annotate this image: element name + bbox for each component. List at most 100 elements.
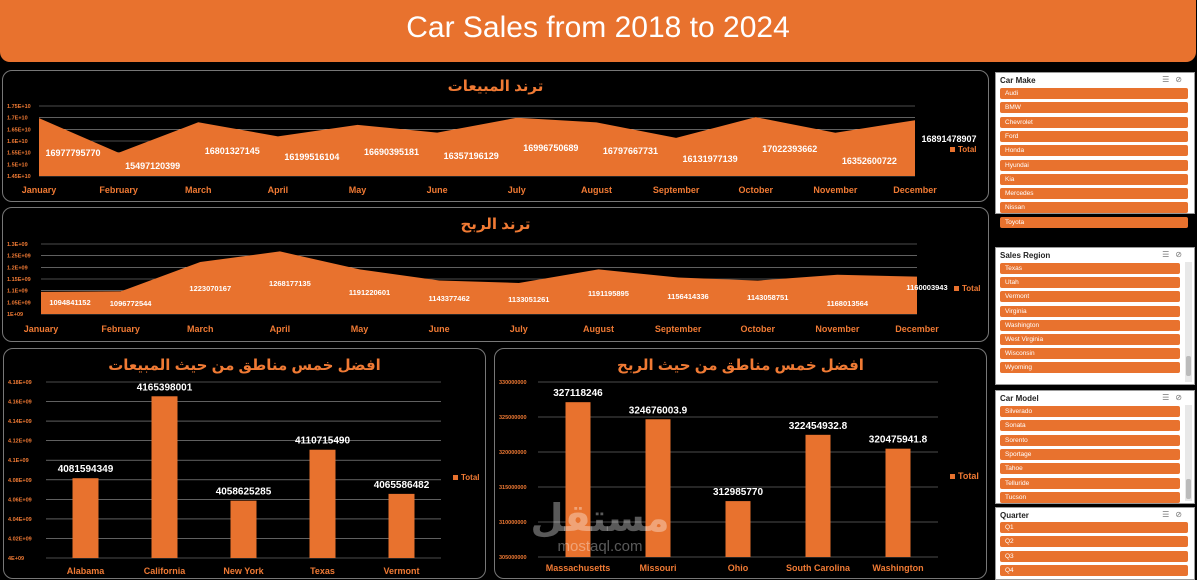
y-tick-label: 4.06E+09 xyxy=(8,497,32,503)
x-tick-label: July xyxy=(508,185,526,195)
y-tick-label: 1.45E+10 xyxy=(7,174,31,180)
scrollbar-thumb[interactable] xyxy=(1186,356,1191,376)
slicer-item[interactable]: Chevrolet xyxy=(1000,116,1188,128)
top5-profit-chart: 330000000 325000000 320000000 315000000 3100… xyxy=(499,380,979,573)
y-tick-label: 320000000 xyxy=(499,450,527,456)
slicer-filter-icons[interactable]: ☰⊘ xyxy=(1162,250,1188,259)
x-tick-label: August xyxy=(583,324,614,334)
slicer-item[interactable]: Virginia xyxy=(1000,305,1180,317)
data-label: 4081594349 xyxy=(58,464,114,475)
slicer-item[interactable]: West Virginia xyxy=(1000,334,1180,345)
data-label: 1168013564 xyxy=(827,299,869,308)
legend-swatch xyxy=(954,286,959,291)
slicer-item[interactable]: Hyundai xyxy=(1000,159,1188,171)
slicer-filter-icons[interactable]: ☰⊘ xyxy=(1162,75,1188,84)
y-tick-label: 315000000 xyxy=(499,485,527,491)
x-tick-label: October xyxy=(738,185,773,195)
scrollbar[interactable] xyxy=(1185,405,1192,501)
x-tick-label: December xyxy=(895,324,939,334)
slicer-item[interactable]: BMW xyxy=(1000,102,1188,114)
data-label: 16131977139 xyxy=(683,154,738,164)
data-label: 16977795770 xyxy=(45,148,100,158)
scrollbar-thumb[interactable] xyxy=(1186,479,1191,499)
slicer-item[interactable]: Tucson xyxy=(1000,491,1180,503)
y-tick-label: 1.25E+09 xyxy=(7,254,31,260)
slicer-item[interactable]: Audi xyxy=(1000,88,1188,99)
slicer-item[interactable]: Wyoming xyxy=(1000,362,1180,374)
slicer-item[interactable]: Utah xyxy=(1000,277,1180,289)
y-tick-label: 1.2E+09 xyxy=(7,265,28,271)
legend-swatch xyxy=(453,475,458,480)
car-model-slicer: Car Model ☰⊘ Silverado Sonata Sorento Sport… xyxy=(995,390,1195,504)
watermark-site: mostaql.com xyxy=(557,538,643,555)
data-label: 4058625285 xyxy=(216,487,272,498)
bar-california xyxy=(151,396,178,558)
legend-label: Total xyxy=(962,284,981,293)
slicer-item[interactable]: Telluride xyxy=(1000,477,1180,489)
bar-texas xyxy=(309,449,336,558)
y-tick-label: 1.05E+09 xyxy=(7,300,31,306)
slicer-item[interactable]: Mercedes xyxy=(1000,188,1188,200)
data-label: 4165398001 xyxy=(137,382,193,393)
slicer-item[interactable]: Silverado xyxy=(1000,406,1180,417)
slicer-filter-icons[interactable]: ☰⊘ xyxy=(1162,393,1188,402)
data-label: 1133051261 xyxy=(508,295,549,304)
slicer-item[interactable]: Kia xyxy=(1000,173,1188,185)
data-label: 1268177135 xyxy=(269,279,311,288)
y-tick-label: 4.18E+09 xyxy=(8,380,32,386)
x-tick-label: June xyxy=(429,324,450,334)
slicer-item[interactable]: Sonata xyxy=(1000,420,1180,432)
y-tick-label: 1.75E+10 xyxy=(7,104,31,110)
watermark-brand: مستقل xyxy=(530,498,670,540)
slicer-item[interactable]: Sorento xyxy=(1000,434,1180,446)
x-tick-label: New York xyxy=(223,566,264,576)
x-tick-label: November xyxy=(813,185,858,195)
sales-region-slicer-title: Sales Region xyxy=(1000,251,1051,260)
x-tick-label: July xyxy=(510,324,528,334)
data-label: 15497120399 xyxy=(125,161,180,171)
data-label: 1156414336 xyxy=(667,292,708,301)
slicer-item[interactable]: Q1 xyxy=(1000,522,1188,533)
data-label: 1096772544 xyxy=(110,299,153,308)
y-tick-label: 4.04E+09 xyxy=(8,517,32,523)
x-tick-label: September xyxy=(653,185,700,195)
slicer-item[interactable]: Washington xyxy=(1000,319,1180,331)
car-model-slicer-title: Car Model xyxy=(1000,394,1039,403)
slicer-item[interactable]: Q4 xyxy=(1000,564,1188,576)
page-title: Car Sales from 2018 to 2024 xyxy=(406,11,790,44)
data-label: 16690395181 xyxy=(364,147,419,157)
x-tick-label: November xyxy=(815,324,860,334)
y-tick-label: 330000000 xyxy=(499,380,527,386)
slicer-item[interactable]: Sportage xyxy=(1000,448,1180,460)
slicer-item[interactable]: Texas xyxy=(1000,263,1180,274)
x-tick-label: February xyxy=(99,185,138,195)
sales-trend-title: ترند المبيعات xyxy=(447,78,544,95)
slicer-item[interactable]: Vermont xyxy=(1000,291,1180,303)
slicer-filter-icons[interactable]: ☰⊘ xyxy=(1162,510,1188,519)
slicer-item[interactable]: Ford xyxy=(1000,130,1188,142)
slicer-item[interactable]: Honda xyxy=(1000,145,1188,157)
bar-alabama xyxy=(72,478,99,558)
slicer-item[interactable]: Tahoe xyxy=(1000,463,1180,475)
x-tick-label: January xyxy=(24,324,59,334)
slicer-item[interactable]: Q3 xyxy=(1000,550,1188,562)
slicer-item[interactable]: Nissan xyxy=(1000,202,1188,214)
bar-ohio xyxy=(725,501,751,557)
slicer-item[interactable]: Toyota xyxy=(1000,216,1188,228)
scrollbar[interactable] xyxy=(1185,262,1192,382)
y-tick-label: 305000000 xyxy=(499,555,527,561)
y-tick-label: 310000000 xyxy=(499,520,527,526)
x-tick-label: Missouri xyxy=(639,563,676,573)
y-tick-label: 1.65E+10 xyxy=(7,127,31,133)
data-label: 1143058751 xyxy=(747,293,788,302)
bar-new-york xyxy=(230,500,257,558)
quarter-slicer: Quarter ☰⊘ Q1 Q2 Q3 Q4 xyxy=(995,507,1195,580)
data-label: 1160003943 xyxy=(906,283,947,292)
top5-sales-panel: افضل خمس مناطق من حيث المبيعات 4.18E+09 4… xyxy=(3,348,486,579)
data-label: 1094841152 xyxy=(49,298,90,307)
slicer-item[interactable]: Q2 xyxy=(1000,536,1188,548)
slicer-item[interactable]: Wisconsin xyxy=(1000,348,1180,360)
area-series-total xyxy=(39,117,915,176)
y-tick-label: 325000000 xyxy=(499,415,527,421)
x-tick-label: Texas xyxy=(310,566,335,576)
